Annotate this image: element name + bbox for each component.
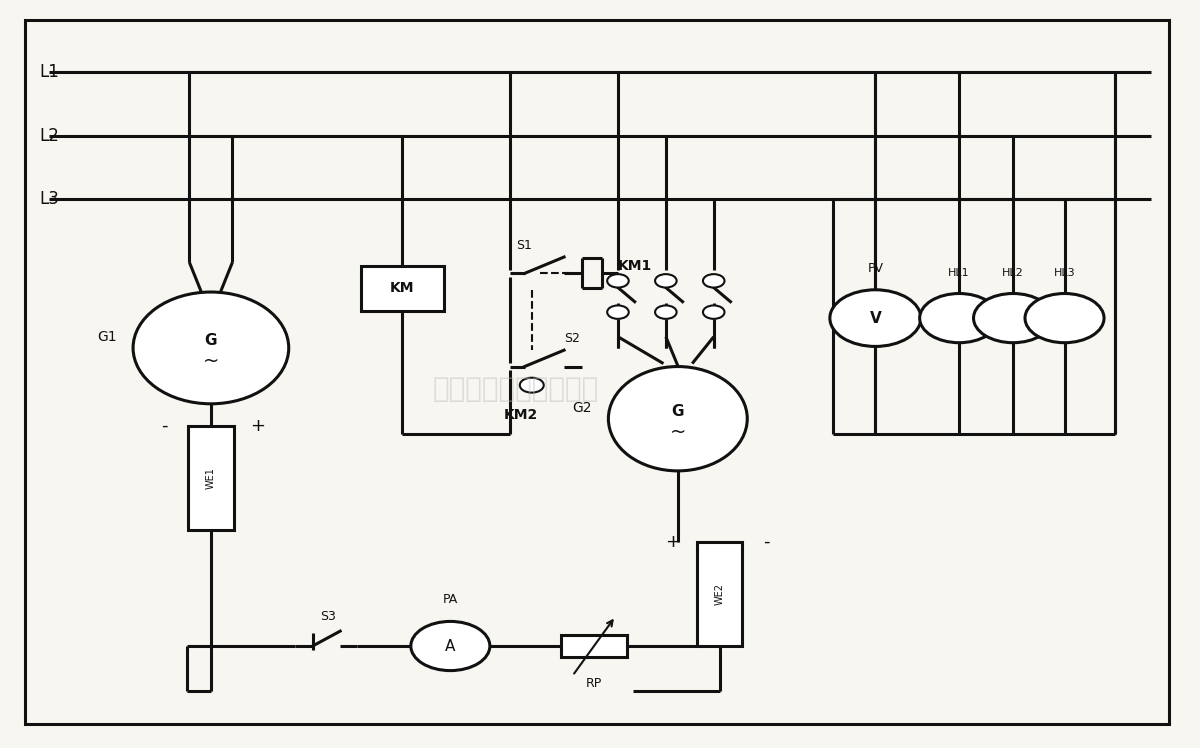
Ellipse shape [133, 292, 289, 404]
Text: G: G [205, 333, 217, 348]
Text: HL1: HL1 [948, 268, 970, 278]
Text: V: V [870, 310, 881, 325]
Text: G: G [672, 404, 684, 419]
Circle shape [919, 293, 998, 343]
Bar [360, 266, 444, 310]
Text: -: - [161, 417, 168, 435]
Circle shape [830, 289, 920, 346]
Text: KM1: KM1 [618, 259, 653, 273]
Text: WE1: WE1 [206, 468, 216, 489]
Circle shape [410, 622, 490, 671]
Text: L2: L2 [40, 126, 60, 144]
Text: RP: RP [586, 677, 602, 690]
Text: +: + [666, 533, 680, 551]
Text: WE2: WE2 [715, 583, 725, 605]
Text: L3: L3 [40, 190, 60, 208]
Text: ~: ~ [670, 423, 686, 441]
Text: HL2: HL2 [1002, 268, 1024, 278]
Ellipse shape [608, 367, 748, 471]
Text: 杭州将睽科技有限公司: 杭州将睽科技有限公司 [433, 375, 599, 403]
Text: G2: G2 [572, 400, 592, 414]
Text: HL3: HL3 [1054, 268, 1075, 278]
Circle shape [655, 305, 677, 319]
Bar [188, 426, 234, 530]
Text: G1: G1 [97, 330, 116, 344]
Circle shape [520, 378, 544, 393]
Text: KM2: KM2 [504, 408, 539, 422]
Text: S3: S3 [320, 610, 336, 622]
Circle shape [973, 293, 1052, 343]
Text: PV: PV [868, 263, 883, 275]
Text: A: A [445, 639, 456, 654]
Text: S2: S2 [564, 331, 580, 345]
Circle shape [703, 305, 725, 319]
Circle shape [1025, 293, 1104, 343]
Circle shape [703, 274, 725, 287]
Text: PA: PA [443, 592, 458, 606]
Text: S1: S1 [516, 239, 532, 251]
Bar [697, 542, 743, 646]
Circle shape [607, 305, 629, 319]
Text: +: + [250, 417, 265, 435]
Text: -: - [763, 533, 769, 551]
Bar [562, 635, 626, 657]
Text: L1: L1 [40, 63, 60, 82]
Circle shape [607, 274, 629, 287]
Circle shape [655, 274, 677, 287]
Text: ~: ~ [203, 352, 220, 371]
Text: KM: KM [390, 281, 415, 295]
